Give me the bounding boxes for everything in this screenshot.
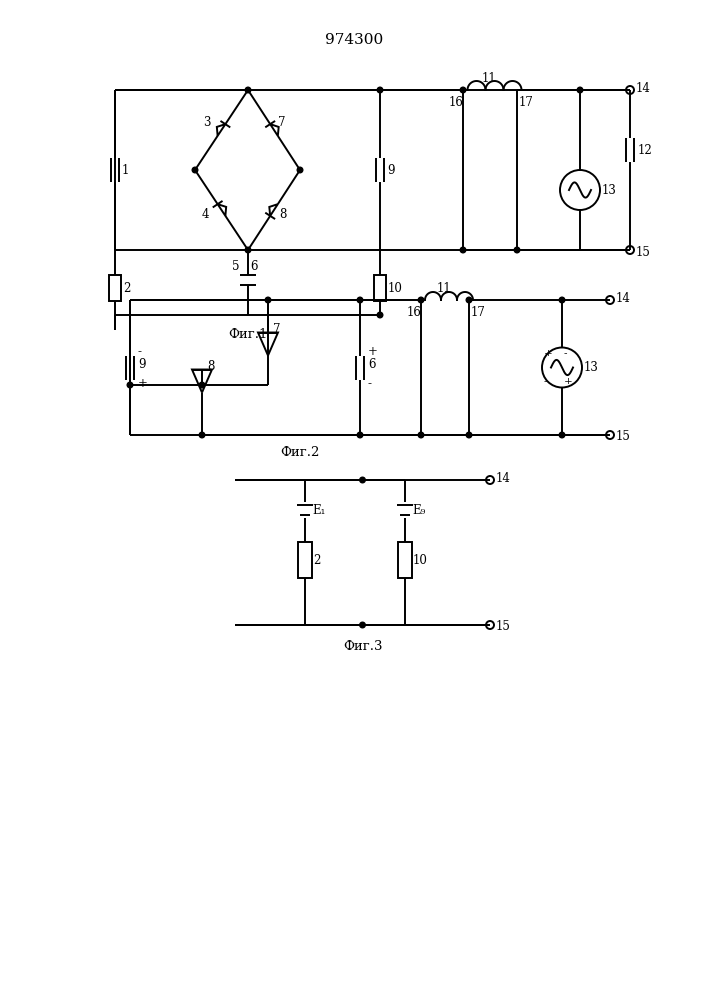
Text: 8: 8 (279, 209, 286, 222)
Circle shape (466, 432, 472, 438)
Text: +: + (544, 349, 553, 358)
Text: 3: 3 (204, 115, 211, 128)
Text: +: + (368, 345, 378, 358)
Circle shape (460, 87, 466, 93)
Text: 14: 14 (636, 82, 651, 95)
Circle shape (245, 247, 251, 253)
Text: 5: 5 (232, 259, 240, 272)
Text: -: - (138, 345, 142, 358)
Circle shape (460, 247, 466, 253)
Text: +: + (138, 377, 148, 390)
Circle shape (577, 87, 583, 93)
Text: 4: 4 (201, 209, 209, 222)
Circle shape (419, 432, 423, 438)
Text: -: - (544, 377, 547, 386)
Circle shape (378, 87, 382, 93)
Circle shape (378, 312, 382, 318)
Text: 16: 16 (449, 96, 464, 108)
Text: 15: 15 (616, 430, 631, 444)
Circle shape (514, 247, 520, 253)
Circle shape (199, 432, 205, 438)
Circle shape (559, 297, 565, 303)
Text: Фиг.1: Фиг.1 (228, 328, 268, 342)
Text: 15: 15 (496, 620, 511, 634)
Text: -: - (368, 377, 372, 390)
Text: E₁: E₁ (312, 504, 325, 516)
Text: 2: 2 (123, 282, 130, 294)
Text: 14: 14 (496, 472, 511, 485)
Text: 17: 17 (519, 96, 534, 108)
Text: 2: 2 (313, 554, 320, 566)
Circle shape (192, 167, 198, 173)
Circle shape (360, 477, 366, 483)
Text: 7: 7 (278, 115, 286, 128)
Text: 1: 1 (122, 163, 129, 176)
Bar (374, 275, 386, 301)
Text: 14: 14 (616, 292, 631, 304)
Text: 7: 7 (273, 323, 281, 336)
Circle shape (357, 297, 363, 303)
Circle shape (466, 297, 472, 303)
Bar (398, 542, 412, 578)
Text: 10: 10 (413, 554, 428, 566)
Text: 11: 11 (437, 282, 452, 294)
Text: -: - (564, 349, 568, 358)
Text: 12: 12 (638, 143, 653, 156)
Circle shape (357, 432, 363, 438)
Text: 8: 8 (207, 360, 214, 373)
Text: 6: 6 (250, 259, 257, 272)
Circle shape (127, 382, 133, 388)
Circle shape (245, 87, 251, 93)
Circle shape (297, 167, 303, 173)
Text: 10: 10 (388, 282, 403, 294)
Bar (298, 542, 312, 578)
Bar (109, 275, 121, 301)
Circle shape (419, 297, 423, 303)
Circle shape (559, 432, 565, 438)
Text: 13: 13 (584, 361, 599, 374)
Text: 9: 9 (387, 163, 395, 176)
Circle shape (360, 622, 366, 628)
Text: 9: 9 (138, 358, 146, 371)
Text: 13: 13 (602, 184, 617, 196)
Circle shape (265, 297, 271, 303)
Text: 17: 17 (471, 306, 486, 318)
Text: 16: 16 (407, 306, 422, 318)
Text: +: + (564, 377, 573, 386)
Text: E₉: E₉ (412, 504, 425, 516)
Text: Фиг.2: Фиг.2 (280, 446, 320, 460)
Text: 6: 6 (368, 358, 375, 371)
Text: Фиг.3: Фиг.3 (343, 641, 382, 654)
Circle shape (199, 382, 205, 388)
Text: 974300: 974300 (325, 33, 383, 47)
Text: 15: 15 (636, 245, 651, 258)
Text: 11: 11 (482, 72, 497, 85)
